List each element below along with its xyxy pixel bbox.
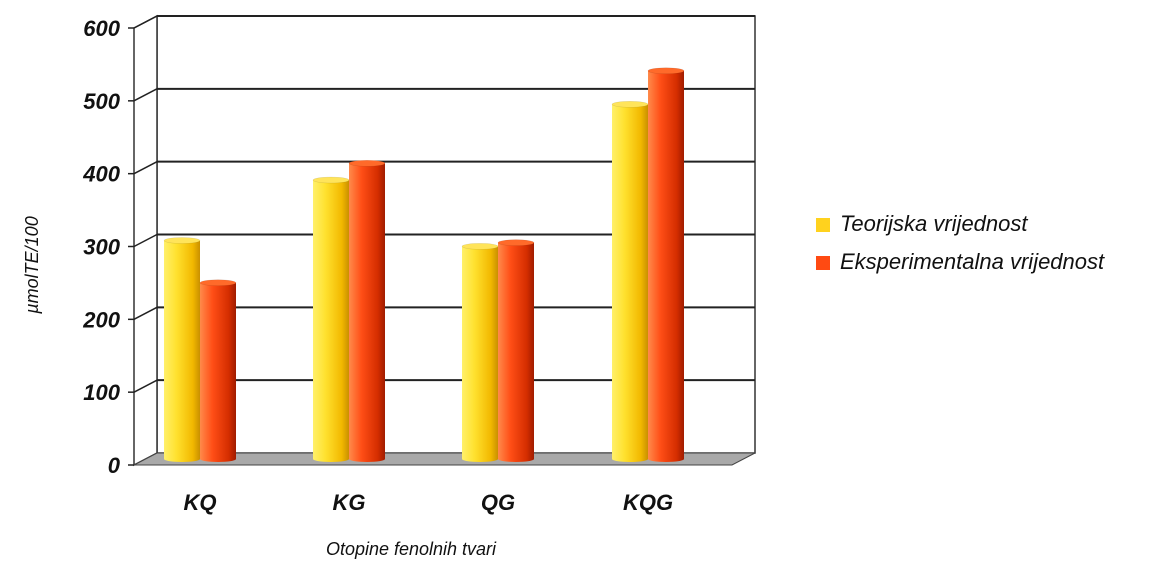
legend-item: Eksperimentalna vrijednost xyxy=(816,249,1105,274)
legend-label: Eksperimentalna vrijednost xyxy=(840,249,1105,274)
bar-KQG-teorijska xyxy=(611,101,649,462)
bars xyxy=(163,67,685,462)
bar-KQ-teorijska xyxy=(163,237,201,462)
y-tick-label: 600 xyxy=(83,16,120,41)
gridline-side xyxy=(133,306,158,320)
gridline-side xyxy=(133,15,158,29)
bar-KQG-eksperimentalna xyxy=(647,67,685,462)
bar-QG-eksperimentalna xyxy=(497,239,535,462)
legend-label: Teorijska vrijednost xyxy=(840,211,1028,236)
y-tick-label: 300 xyxy=(83,235,120,260)
legend-swatch xyxy=(816,218,830,232)
x-tick-label: KG xyxy=(333,490,366,515)
y-tick-label: 0 xyxy=(108,453,121,478)
x-tick-label: QG xyxy=(481,490,515,515)
gridline-side xyxy=(133,379,158,393)
y-tick-label: 200 xyxy=(82,307,120,332)
x-tick-label: KQ xyxy=(184,490,217,515)
bar-KQ-eksperimentalna xyxy=(199,279,237,462)
y-tick-label: 400 xyxy=(82,162,120,187)
x-axis-label: Otopine fenolnih tvari xyxy=(326,539,497,559)
legend-item: Teorijska vrijednost xyxy=(816,211,1028,236)
bar-KG-eksperimentalna xyxy=(348,160,386,462)
bar-QG-teorijska xyxy=(461,243,499,462)
floor xyxy=(133,452,756,466)
gridline-side xyxy=(133,88,158,102)
legend: Teorijska vrijednost Eksperimentalna vrij… xyxy=(816,211,1105,274)
gridline-side xyxy=(133,233,158,248)
y-tick-label: 500 xyxy=(83,89,120,114)
x-axis-ticks: KQ KG QG KQG xyxy=(184,490,674,515)
gridline-side xyxy=(133,161,158,175)
x-tick-label: KQG xyxy=(623,490,673,515)
legend-swatch xyxy=(816,256,830,270)
y-tick-label: 100 xyxy=(83,380,120,405)
bar-KG-teorijska xyxy=(312,176,350,462)
y-axis-label: µmolTE/100 xyxy=(22,216,42,314)
y-axis-ticks: 0 100 200 300 400 500 600 xyxy=(82,16,134,478)
